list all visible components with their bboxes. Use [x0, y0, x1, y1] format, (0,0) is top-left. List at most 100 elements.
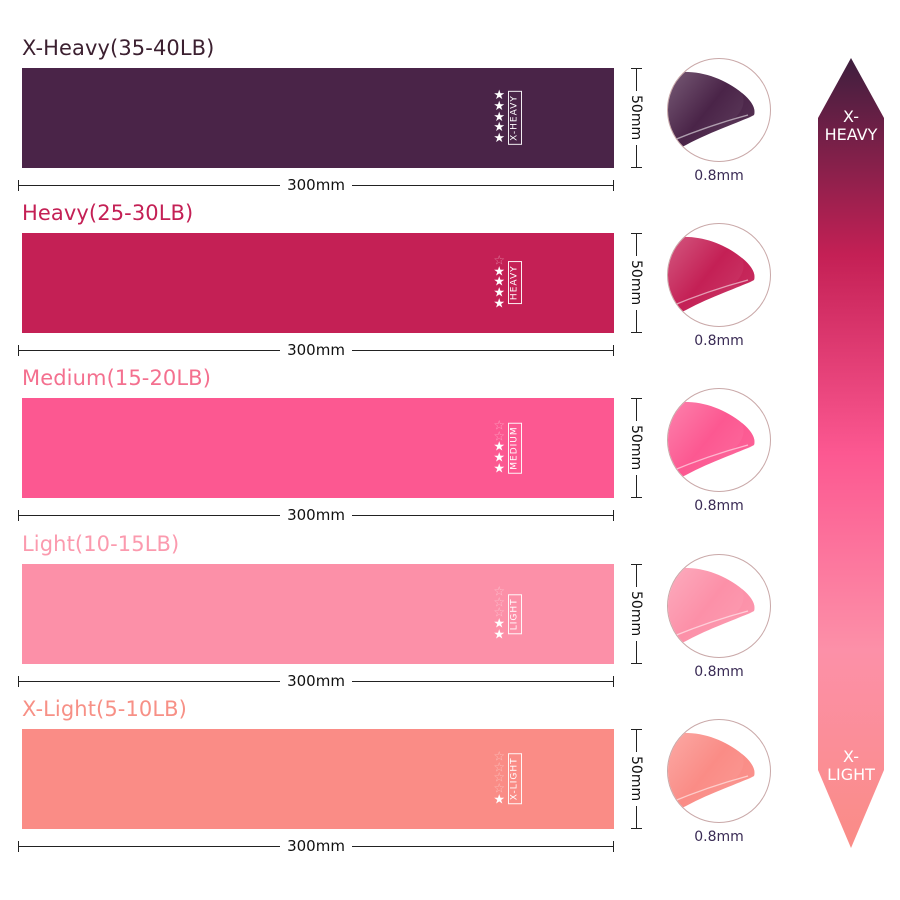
thickness-label: 0.8mm [694, 498, 744, 514]
star-filled-icon: ★ [493, 264, 505, 280]
dimension-line-bottom [635, 474, 637, 497]
band-thickness-detail-icon [667, 58, 771, 162]
thickness-callout-heavy: 0.8mm [667, 223, 777, 349]
band-label-group: ☆ ☆ ☆ ★ ★ LIGHT [493, 584, 522, 641]
band-title-medium: Medium(15-20LB) [22, 366, 211, 390]
star-filled-icon: ★ [493, 88, 505, 104]
band-label-group: ☆ ☆ ☆ ☆ ★ X-LIGHT [493, 749, 522, 807]
dimension-line-left [19, 680, 281, 682]
dimension-end-cap-left [18, 179, 19, 191]
width-dimension-label: 300mm [287, 506, 345, 524]
arrow-label-top-line1: X- [843, 107, 859, 126]
width-dimension-light: 300mm [18, 670, 615, 692]
star-filled-icon: ★ [493, 616, 505, 632]
width-dimension-medium: 300mm [18, 504, 615, 526]
dimension-end-cap-left [18, 840, 19, 852]
width-dimension-label: 300mm [287, 176, 345, 194]
dimension-end-cap-bottom [630, 663, 642, 664]
thickness-label: 0.8mm [694, 168, 744, 184]
dimension-end-cap-bottom [630, 167, 642, 168]
dimension-end-cap-top [630, 729, 642, 730]
dimension-line-left [19, 514, 281, 516]
star-outline-icon: ☆ [493, 429, 505, 445]
band-thickness-detail-icon [667, 554, 771, 658]
thickness-callout-light: 0.8mm [667, 554, 777, 680]
band-title-x-light: X-Light(5-10LB) [22, 697, 187, 721]
band-thickness-detail-icon [667, 719, 771, 823]
dimension-line-top [635, 69, 637, 92]
dimension-line-right [351, 845, 614, 847]
dimension-end-cap-right [613, 179, 615, 191]
band-level-text: X-LIGHT [508, 753, 522, 805]
star-outline-icon: ☆ [493, 253, 505, 269]
star-filled-icon: ★ [493, 439, 505, 455]
thickness-label: 0.8mm [694, 664, 744, 680]
star-filled-icon: ★ [493, 460, 505, 476]
star-filled-icon: ★ [493, 99, 505, 115]
thickness-label: 0.8mm [694, 333, 744, 349]
star-filled-icon: ★ [493, 109, 505, 125]
star-filled-icon: ★ [493, 274, 505, 290]
dimension-end-cap-left [18, 344, 19, 356]
star-outline-icon: ☆ [493, 749, 505, 765]
dimension-end-cap-bottom [630, 332, 642, 333]
star-rating: ☆ ☆ ☆ ☆ ★ [493, 749, 505, 807]
width-dimension-label: 300mm [287, 672, 345, 690]
band-strip-light: ☆ ☆ ☆ ★ ★ LIGHT [22, 564, 614, 664]
band-label-group: ☆ ☆ ★ ★ ★ MEDIUM [493, 420, 522, 476]
height-dimension-label: 50mm [628, 425, 644, 471]
dimension-line-top [635, 730, 637, 753]
width-dimension-label: 300mm [287, 341, 345, 359]
dimension-end-cap-top [630, 398, 642, 399]
star-outline-icon: ☆ [493, 760, 505, 776]
dimension-end-cap-top [630, 233, 642, 234]
band-title-heavy: Heavy(25-30LB) [22, 201, 194, 225]
dimension-line-left [19, 845, 281, 847]
dimension-line-bottom [635, 309, 637, 332]
height-dimension-label: 50mm [628, 591, 644, 637]
dimension-line-right [351, 680, 614, 682]
band-label-group: ★ ★ ★ ★ ★ X-HEAVY [493, 88, 522, 146]
thickness-callout-x-heavy: 0.8mm [667, 58, 777, 184]
star-filled-icon: ★ [493, 120, 505, 136]
dimension-line-bottom [635, 805, 637, 828]
dimension-end-cap-left [18, 509, 19, 521]
thickness-callout-medium: 0.8mm [667, 388, 777, 514]
band-thickness-detail-icon [667, 388, 771, 492]
width-dimension-heavy: 300mm [18, 339, 615, 361]
band-title-x-heavy: X-Heavy(35-40LB) [22, 36, 215, 60]
dimension-line-top [635, 399, 637, 422]
resistance-gradient-arrow-icon: X- HEAVY X- LIGHT [812, 58, 890, 848]
band-level-text: X-HEAVY [508, 91, 522, 145]
dimension-end-cap-top [630, 564, 642, 565]
height-dimension-label: 50mm [628, 95, 644, 141]
star-outline-icon: ☆ [493, 605, 505, 621]
width-dimension-x-light: 300mm [18, 835, 615, 857]
dimension-line-right [351, 349, 614, 351]
star-filled-icon: ★ [493, 295, 505, 311]
band-strip-x-light: ☆ ☆ ☆ ☆ ★ X-LIGHT [22, 729, 614, 829]
star-rating: ☆ ☆ ☆ ★ ★ [493, 584, 505, 641]
star-outline-icon: ☆ [493, 770, 505, 786]
dimension-end-cap-right [613, 840, 615, 852]
dimension-line-right [351, 184, 614, 186]
width-dimension-x-heavy: 300mm [18, 174, 615, 196]
star-filled-icon: ★ [493, 791, 505, 807]
band-label-group: ☆ ★ ★ ★ ★ HEAVY [493, 253, 522, 311]
star-filled-icon: ★ [493, 130, 505, 146]
star-outline-icon: ☆ [493, 584, 505, 600]
arrow-label-bottom-line1: X- [843, 747, 859, 766]
dimension-line-bottom [635, 640, 637, 663]
height-dimension-heavy: 50mm [624, 233, 648, 333]
dimension-line-left [19, 349, 281, 351]
height-dimension-x-heavy: 50mm [624, 68, 648, 168]
star-outline-icon: ☆ [493, 781, 505, 797]
height-dimension-medium: 50mm [624, 398, 648, 498]
band-strip-x-heavy: ★ ★ ★ ★ ★ X-HEAVY [22, 68, 614, 168]
star-filled-icon: ★ [493, 450, 505, 466]
height-dimension-light: 50mm [624, 564, 648, 664]
dimension-end-cap-left [18, 675, 19, 687]
height-dimension-label: 50mm [628, 756, 644, 802]
star-outline-icon: ☆ [493, 595, 505, 611]
arrow-label-bottom-line2: LIGHT [827, 764, 875, 784]
